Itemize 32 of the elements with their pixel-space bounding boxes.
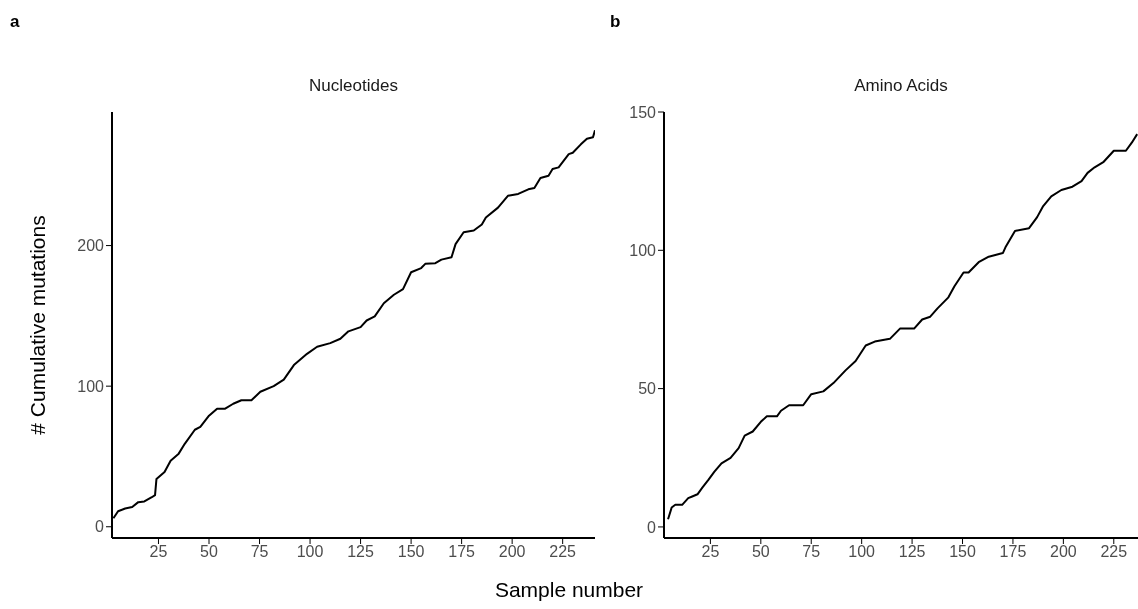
x-tick-label: 200 [1050, 543, 1077, 561]
x-tick-label: 100 [296, 543, 324, 561]
y-tick-label: 100 [77, 377, 105, 395]
line-series [667, 133, 1138, 521]
x-axis-title: Sample number [493, 578, 645, 602]
x-tick-label: 125 [347, 543, 375, 561]
x-tick-label: 75 [250, 543, 269, 561]
x-tick-label: 50 [751, 543, 770, 561]
text: a [10, 12, 20, 32]
x-tick-label: 100 [848, 543, 876, 561]
x-tick-label: 125 [898, 543, 926, 561]
x-tick-label: 150 [949, 543, 976, 561]
x-tick-label: 175 [448, 543, 476, 561]
x-tick-label: 200 [498, 543, 526, 561]
x-tick-label: 225 [1100, 543, 1128, 561]
x-tick-label: 50 [200, 543, 218, 561]
x-tick-label: 25 [149, 543, 168, 561]
y-tick-label: 0 [647, 518, 657, 536]
y-tick-label: 100 [629, 241, 657, 259]
x-tick-label: 150 [397, 543, 425, 561]
y-axis-title: # Cumulative mutations [26, 215, 50, 435]
y-tick-label: 150 [629, 103, 657, 121]
text: b [610, 12, 621, 32]
chart-title: Nucleotides [308, 76, 399, 96]
chart-title: Amino Acids [853, 76, 949, 96]
x-tick-label: 175 [999, 543, 1027, 561]
y-tick-label: 50 [638, 380, 657, 398]
x-tick-label: 225 [549, 543, 577, 561]
y-tick-label: 0 [95, 518, 105, 536]
x-tick-label: 75 [802, 543, 821, 561]
y-tick-label: 200 [77, 237, 105, 255]
x-tick-label: 25 [701, 543, 720, 561]
